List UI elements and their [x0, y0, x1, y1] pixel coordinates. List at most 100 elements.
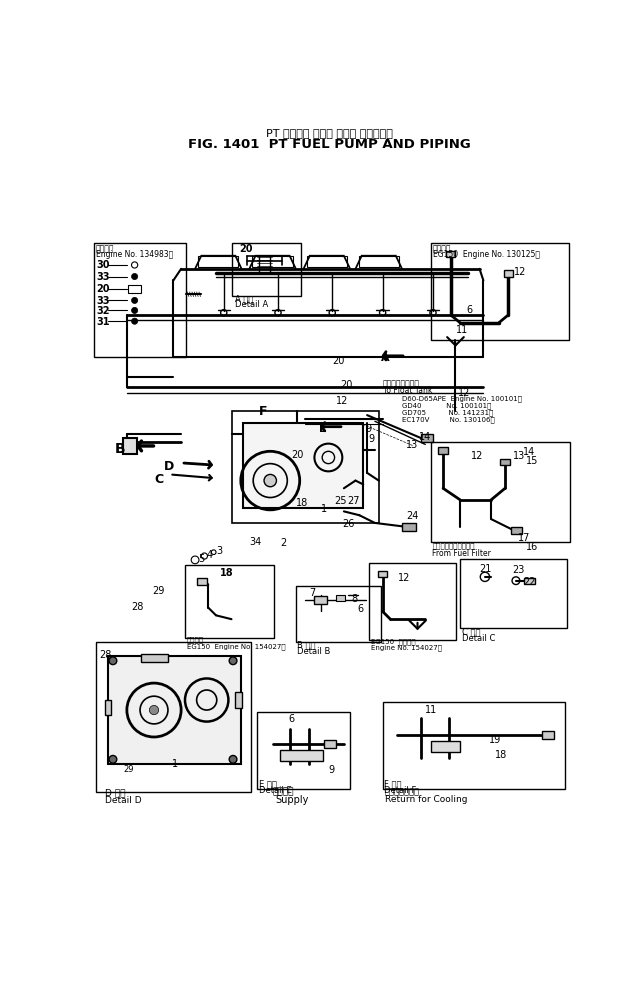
Bar: [123, 438, 137, 454]
Text: FIG. 1401  PT FUEL PUMP AND PIPING: FIG. 1401 PT FUEL PUMP AND PIPING: [188, 137, 471, 151]
Text: 20: 20: [332, 356, 345, 366]
Bar: [541, 731, 554, 739]
Text: 13: 13: [406, 440, 418, 450]
Text: 適用番号: 適用番号: [186, 637, 204, 644]
Bar: [431, 243, 570, 339]
Text: Detail F: Detail F: [384, 786, 417, 795]
Text: 33: 33: [96, 296, 110, 306]
Text: 16: 16: [526, 542, 538, 552]
Text: A 詳細: A 詳細: [235, 295, 254, 304]
Text: 25: 25: [334, 495, 347, 506]
Text: 11: 11: [425, 704, 437, 715]
Text: 6: 6: [358, 603, 364, 614]
Circle shape: [132, 318, 138, 324]
Bar: [105, 700, 111, 715]
Bar: [500, 459, 510, 465]
Text: EG150  Engine No. 154027～: EG150 Engine No. 154027～: [186, 643, 285, 650]
Text: 28: 28: [131, 602, 143, 612]
Text: Detail B: Detail B: [297, 647, 331, 656]
Text: C: C: [154, 473, 163, 486]
Text: 1: 1: [321, 503, 327, 513]
Text: E 詳細: E 詳細: [258, 779, 276, 788]
Text: EG150  Engine No. 130125～: EG150 Engine No. 130125～: [433, 250, 540, 259]
Text: PT フェエル ポンプ および パイピング: PT フェエル ポンプ および パイピング: [266, 128, 393, 137]
Text: 適用番号: 適用番号: [96, 244, 114, 253]
Bar: [185, 566, 274, 639]
Text: Detail A: Detail A: [235, 301, 269, 310]
Text: 12: 12: [458, 388, 470, 399]
Text: 29: 29: [123, 765, 134, 774]
Text: 12: 12: [336, 396, 349, 405]
Text: A: A: [381, 353, 390, 363]
Circle shape: [149, 705, 159, 715]
Bar: [460, 559, 567, 628]
Bar: [525, 578, 536, 584]
Bar: [431, 442, 570, 542]
Text: 22: 22: [523, 577, 536, 586]
Text: D 詳細: D 詳細: [105, 788, 125, 797]
Text: D60-D65APE  Engine No. 100101～: D60-D65APE Engine No. 100101～: [402, 396, 522, 403]
Text: Supply: Supply: [276, 795, 309, 805]
Text: F 詳細: F 詳細: [384, 779, 402, 788]
Text: フェエルフィルタから: フェエルフィルタから: [432, 542, 475, 549]
Text: 30: 30: [96, 260, 110, 270]
Circle shape: [229, 756, 237, 764]
Text: EG150  適用番号: EG150 適用番号: [371, 639, 415, 645]
Text: 14: 14: [419, 432, 431, 442]
Text: 12: 12: [471, 451, 484, 461]
Bar: [243, 423, 363, 507]
Bar: [198, 256, 239, 266]
Text: 26: 26: [342, 519, 355, 529]
Circle shape: [264, 475, 276, 487]
Bar: [307, 256, 347, 266]
Bar: [235, 692, 242, 708]
Text: B: B: [115, 442, 126, 456]
Text: リターン冷却間: リターン冷却間: [385, 787, 420, 796]
Text: To Float Tank: To Float Tank: [383, 386, 432, 395]
Bar: [446, 251, 455, 257]
Text: 18: 18: [296, 497, 308, 507]
Bar: [421, 434, 433, 442]
Text: Return for Cooling: Return for Cooling: [385, 795, 467, 804]
Bar: [378, 571, 387, 577]
Text: Detail C: Detail C: [462, 634, 495, 643]
Circle shape: [132, 273, 138, 280]
Text: EC170V         No. 130106～: EC170V No. 130106～: [402, 416, 494, 422]
Text: Detail E: Detail E: [258, 786, 291, 795]
Text: 15: 15: [526, 456, 538, 466]
Bar: [503, 270, 513, 277]
Text: Detail D: Detail D: [105, 796, 142, 805]
Text: 18: 18: [495, 750, 507, 761]
Bar: [197, 579, 208, 584]
Text: 6: 6: [466, 305, 473, 315]
Bar: [336, 594, 345, 600]
Text: 3: 3: [216, 546, 222, 556]
Bar: [107, 656, 240, 764]
Text: 24: 24: [406, 511, 418, 521]
Text: 17: 17: [518, 533, 530, 543]
Text: 4: 4: [206, 550, 213, 560]
Text: 1: 1: [172, 760, 178, 769]
Text: 14: 14: [523, 447, 535, 458]
Text: 8: 8: [352, 593, 358, 603]
Text: フロートタンクへ: フロートタンクへ: [383, 379, 420, 388]
Text: From Fuel Filter: From Fuel Filter: [432, 549, 491, 558]
Text: Engine No. 134983～: Engine No. 134983～: [96, 250, 173, 259]
Text: 33: 33: [96, 272, 110, 282]
Text: F: F: [258, 405, 267, 418]
Text: 27: 27: [348, 495, 360, 506]
Bar: [231, 411, 379, 523]
Text: 9: 9: [366, 423, 372, 433]
Text: 31: 31: [96, 316, 110, 326]
Text: D: D: [164, 460, 174, 473]
Text: 34: 34: [249, 537, 262, 547]
Text: Engine No. 154027～: Engine No. 154027～: [371, 645, 442, 651]
Text: 11: 11: [457, 325, 469, 335]
Text: 20: 20: [291, 450, 303, 460]
Text: 32: 32: [96, 306, 110, 315]
Text: 9: 9: [329, 765, 334, 775]
Text: サプライ: サプライ: [273, 787, 294, 796]
Text: 9: 9: [368, 434, 375, 444]
Text: 28: 28: [100, 650, 112, 660]
Text: 5: 5: [198, 554, 204, 564]
